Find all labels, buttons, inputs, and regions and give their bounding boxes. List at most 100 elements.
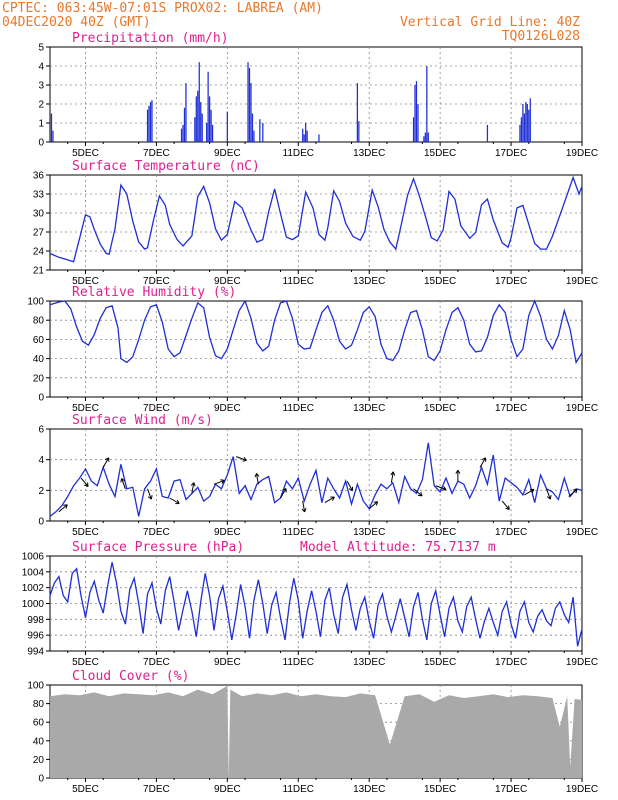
precip-frame xyxy=(49,46,583,143)
wind-arrow-head xyxy=(242,456,247,462)
temperature-panel: 21 24 27 30 33 36 5DEC 7DEC 9DEC 11DEC 13DEC 15DEC 1… xyxy=(33,159,598,287)
rh-ytick-label: 40 xyxy=(33,354,45,365)
wind-arrow-head xyxy=(481,457,487,462)
pressure-ytick-label: 1006 xyxy=(22,552,45,563)
wind-xtick-label: 5DEC xyxy=(72,527,99,538)
precip-bar xyxy=(253,130,255,142)
wind-arrow xyxy=(58,504,68,513)
wind-arrow xyxy=(524,489,535,496)
precip-xtick-label: 13DEC xyxy=(353,148,385,159)
precip-bar xyxy=(247,62,249,143)
wind-arrow xyxy=(213,479,225,485)
wind-arrow-head xyxy=(104,457,110,462)
pressure-xtick-label: 11DEC xyxy=(283,657,315,668)
wind-arrow-head xyxy=(175,499,180,505)
cloud-cover-panel: 0 20 40 60 80 100 5DEC 7DEC 9DEC 11DEC 13DEC 15DEC 1… xyxy=(27,669,598,795)
cloud-ytick-label: 20 xyxy=(33,755,45,766)
precip-bar xyxy=(195,96,197,142)
model-altitude-label: Model Altitude: 75.7137 m xyxy=(300,540,496,555)
wind-arrow-head xyxy=(441,486,447,491)
precip-bar xyxy=(525,102,527,142)
wind-arrow-head xyxy=(254,473,260,478)
precip-ytick-label: 3 xyxy=(38,81,44,92)
precip-bar xyxy=(417,104,419,142)
pressure-xtick-label: 5DEC xyxy=(72,657,99,668)
temp-xtick-label: 17DEC xyxy=(495,276,527,287)
pressure-line xyxy=(49,562,583,647)
wind-arrow-head xyxy=(390,471,396,476)
precip-bar xyxy=(522,104,524,142)
wind-xtick-label: 11DEC xyxy=(283,527,315,538)
rh-ytick-label: 60 xyxy=(33,335,45,346)
temp-xtick-label: 13DEC xyxy=(353,276,385,287)
wind-xtick-label: 13DEC xyxy=(353,527,385,538)
wind-arrow xyxy=(147,488,152,500)
precip-bar xyxy=(302,128,304,142)
pressure-panel: 994 996 998 1000 1002 1004 1006 5DEC 7DEC 9DEC 11D… xyxy=(22,540,598,668)
precip-bar xyxy=(305,123,307,142)
temp-ytick-label: 27 xyxy=(33,228,45,239)
rh-ytick-label: 80 xyxy=(33,316,45,327)
wind-arrow-head xyxy=(190,482,196,487)
precip-ytick-label: 1 xyxy=(38,119,44,130)
precip-bar xyxy=(148,105,150,142)
wind-title: Surface Wind (m/s) xyxy=(72,413,213,428)
wind-arrow xyxy=(324,496,335,504)
temp-xtick-label: 11DEC xyxy=(283,276,315,287)
wind-line xyxy=(49,442,583,517)
cloud-ytick-label: 0 xyxy=(38,774,44,785)
wind-arrow xyxy=(191,482,195,494)
wind-arrow xyxy=(169,497,180,504)
precip-bar xyxy=(523,113,525,142)
precip-bar xyxy=(226,111,228,142)
pressure-ytick-label: 1002 xyxy=(22,583,45,594)
precip-xtick-label: 7DEC xyxy=(143,148,170,159)
wind-arrow-head xyxy=(147,495,153,500)
wind-arrow-head xyxy=(84,482,89,487)
temp-ytick-label: 24 xyxy=(33,247,45,258)
rh-title: Relative Humidity (%) xyxy=(72,285,236,300)
wind-arrow-head xyxy=(220,479,225,484)
pressure-xtick-label: 19DEC xyxy=(566,657,598,668)
wind-arrow xyxy=(255,473,259,485)
precip-bar xyxy=(306,130,308,142)
precip-bar xyxy=(183,107,186,142)
temp-ytick-label: 36 xyxy=(33,171,45,182)
wind-arrow-head xyxy=(330,496,335,501)
precip-bar xyxy=(151,100,153,142)
cloud-cover-area xyxy=(50,685,582,778)
wind-arrow-head xyxy=(546,495,552,500)
temp-xtick-label: 7DEC xyxy=(143,276,170,287)
pressure-xtick-label: 17DEC xyxy=(495,657,527,668)
temp-xtick-label: 15DEC xyxy=(424,276,456,287)
precip-bar xyxy=(528,109,530,142)
wind-arrow-head xyxy=(348,486,354,492)
temp-line xyxy=(49,175,583,263)
rh-ytick-label: 0 xyxy=(38,393,44,404)
cloud-xtick-label: 19DEC xyxy=(566,784,598,795)
precip-bar xyxy=(50,113,53,142)
pressure-title: Surface Pressure (hPa) xyxy=(72,540,244,555)
rh-xtick-label: 15DEC xyxy=(424,403,456,414)
precip-bar xyxy=(197,90,199,142)
wind-xtick-label: 7DEC xyxy=(143,527,170,538)
precip-bar xyxy=(486,124,489,142)
precip-bar xyxy=(185,83,187,142)
wind-arrow xyxy=(236,456,247,461)
cloud-ytick-label: 80 xyxy=(33,699,45,710)
precip-bar xyxy=(424,132,426,142)
precip-bar xyxy=(520,117,523,142)
header-grid-line: Vertical Grid Line: 40Z xyxy=(400,15,580,30)
wind-arrow-head xyxy=(529,488,535,494)
precip-bar xyxy=(208,96,211,142)
precip-bar xyxy=(207,71,209,142)
precip-bar xyxy=(201,113,203,142)
wind-arrow xyxy=(501,500,510,510)
header-station: CPTEC: 063:45W-07:01S PROX02: LABREA (AM… xyxy=(2,1,323,16)
precip-bar xyxy=(194,117,196,142)
pressure-xtick-label: 9DEC xyxy=(214,657,241,668)
wind-arrow-head xyxy=(455,469,461,474)
temp-xtick-label: 19DEC xyxy=(566,276,598,287)
precip-ytick-label: 5 xyxy=(38,43,44,54)
